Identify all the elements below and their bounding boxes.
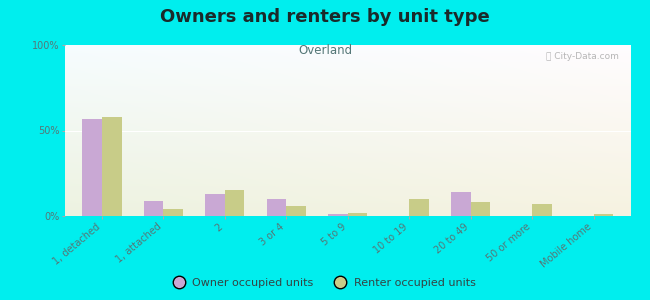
Bar xyxy=(451,192,471,216)
Legend: Owner occupied units, Renter occupied units: Owner occupied units, Renter occupied un… xyxy=(171,275,479,291)
Bar xyxy=(102,117,122,216)
Text: ⓘ City-Data.com: ⓘ City-Data.com xyxy=(546,52,619,61)
Text: Owners and renters by unit type: Owners and renters by unit type xyxy=(160,8,490,26)
Bar xyxy=(266,199,286,216)
Bar xyxy=(144,201,163,216)
Bar xyxy=(205,194,225,216)
Bar xyxy=(532,204,552,216)
Bar xyxy=(471,202,490,216)
Bar xyxy=(286,206,306,216)
Bar xyxy=(225,190,244,216)
Bar xyxy=(348,213,367,216)
Bar xyxy=(593,214,614,216)
Bar xyxy=(410,199,429,216)
Bar xyxy=(82,118,102,216)
Bar xyxy=(163,209,183,216)
Text: Overland: Overland xyxy=(298,44,352,56)
Bar xyxy=(328,214,348,216)
